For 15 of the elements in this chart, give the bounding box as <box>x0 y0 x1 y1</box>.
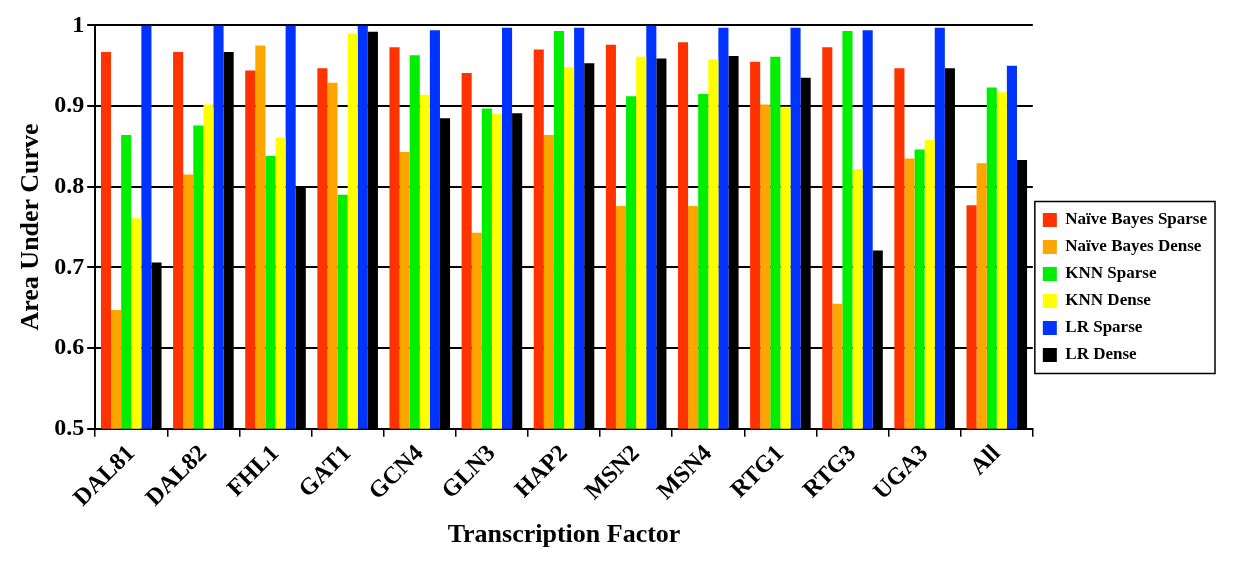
legend-label: LR Dense <box>1065 344 1138 364</box>
legend-label: Naïve Bayes Sparse <box>1065 209 1208 229</box>
y-tick-label: 0.7 <box>54 252 85 279</box>
y-tick-label: 1 <box>72 10 85 37</box>
y-axis-title: Area Under Curve <box>15 123 45 331</box>
y-tick-label: 0.6 <box>54 333 85 360</box>
x-axis-title: Transcription Factor <box>447 519 681 549</box>
legend-label: Naïve Bayes Dense <box>1065 236 1202 256</box>
legend-label: LR Sparse <box>1065 317 1143 337</box>
x-tick-label: All <box>964 439 1005 480</box>
legend-label: KNN Sparse <box>1065 263 1157 283</box>
legend-label: KNN Dense <box>1065 290 1152 310</box>
y-tick-label: 0.5 <box>54 413 85 440</box>
y-tick-label: 0.9 <box>54 91 85 118</box>
y-tick-label: 0.8 <box>54 171 85 198</box>
